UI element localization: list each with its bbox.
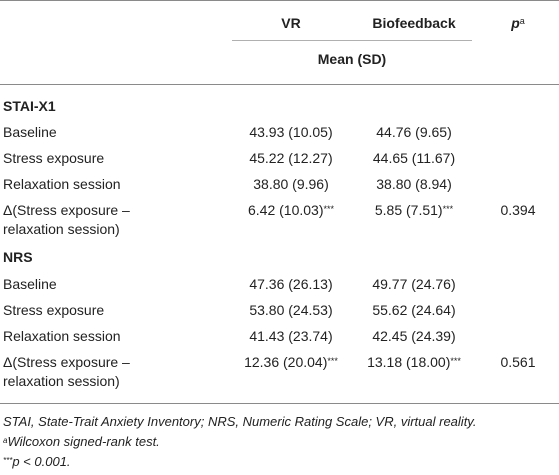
- cell-vr: 41.43 (23.74): [249, 328, 333, 344]
- significance-mark: ***: [323, 204, 334, 214]
- footnote-abbreviations: STAI, State-Trait Anxiety Inventory; NRS…: [3, 414, 477, 429]
- cell-vr: 38.80 (9.96): [253, 176, 329, 192]
- row-label-line2: relaxation session): [3, 221, 120, 237]
- row-label: Stress exposure: [3, 302, 105, 318]
- header-rule: [0, 84, 559, 85]
- cell-bio-value: 5.85 (7.51): [374, 202, 443, 218]
- section-title-stai: STAI-X1: [3, 98, 56, 114]
- cell-vr: 12.36 (20.04)***: [232, 353, 350, 371]
- row-label: Stress exposure: [3, 150, 105, 166]
- cell-vr-value: 12.36 (20.04): [244, 354, 328, 370]
- row-label: Relaxation session: [3, 176, 121, 192]
- cell-biofeedback: 44.76 (9.65): [376, 124, 452, 140]
- header-subrule: [232, 40, 472, 41]
- col-header-p: pa: [490, 14, 546, 32]
- p-superscript: a: [519, 16, 525, 26]
- cell-biofeedback: 49.77 (24.76): [372, 276, 456, 292]
- section-title-nrs: NRS: [3, 249, 33, 265]
- significance-mark: ***: [442, 204, 454, 214]
- col-header-vr: VR: [281, 15, 301, 31]
- cell-p: 0.561: [500, 354, 536, 370]
- footnote-sig-mark: ***: [3, 456, 13, 465]
- footnote-a-text: Wilcoxon signed-rank test.: [7, 434, 160, 449]
- col-header-biofeedback: Biofeedback: [372, 15, 456, 31]
- p-label: p: [511, 15, 520, 31]
- row-label: Baseline: [3, 276, 57, 292]
- row-label: Baseline: [3, 124, 57, 140]
- bottom-rule: [0, 403, 559, 404]
- cell-biofeedback: 13.18 (18.00)***: [355, 353, 473, 371]
- row-label: Relaxation session: [3, 328, 121, 344]
- cell-p: 0.394: [500, 202, 536, 218]
- cell-biofeedback: 44.65 (11.67): [372, 150, 456, 166]
- cell-biofeedback: 55.62 (24.64): [372, 302, 456, 318]
- cell-vr: 43.93 (10.05): [249, 124, 333, 140]
- row-label-line2: relaxation session): [3, 373, 120, 389]
- cell-vr-value: 6.42 (10.03): [247, 202, 324, 218]
- footnote-sig-text: p < 0.001.: [12, 454, 71, 469]
- significance-mark: ***: [450, 356, 461, 366]
- cell-bio-value: 13.18 (18.00): [367, 354, 451, 370]
- cell-biofeedback: 38.80 (8.94): [376, 176, 452, 192]
- cell-biofeedback: 42.45 (24.39): [372, 328, 456, 344]
- footnote-a: aWilcoxon signed-rank test.: [3, 433, 160, 450]
- row-label-line1: Δ(Stress exposure –: [3, 202, 130, 218]
- footnote-a-mark: a: [3, 436, 8, 445]
- subheader-mean-sd: Mean (SD): [317, 51, 387, 67]
- cell-vr: 47.36 (26.13): [249, 276, 333, 292]
- cell-vr: 53.80 (24.53): [249, 302, 333, 318]
- cell-biofeedback: 5.85 (7.51)***: [355, 201, 473, 219]
- cell-vr: 6.42 (10.03)***: [232, 201, 350, 219]
- cell-vr: 45.22 (12.27): [249, 150, 333, 166]
- footnote-significance: ***p < 0.001.: [3, 453, 71, 470]
- significance-mark: ***: [327, 356, 338, 366]
- row-label-line1: Δ(Stress exposure –: [3, 354, 130, 370]
- top-rule: [0, 0, 559, 1]
